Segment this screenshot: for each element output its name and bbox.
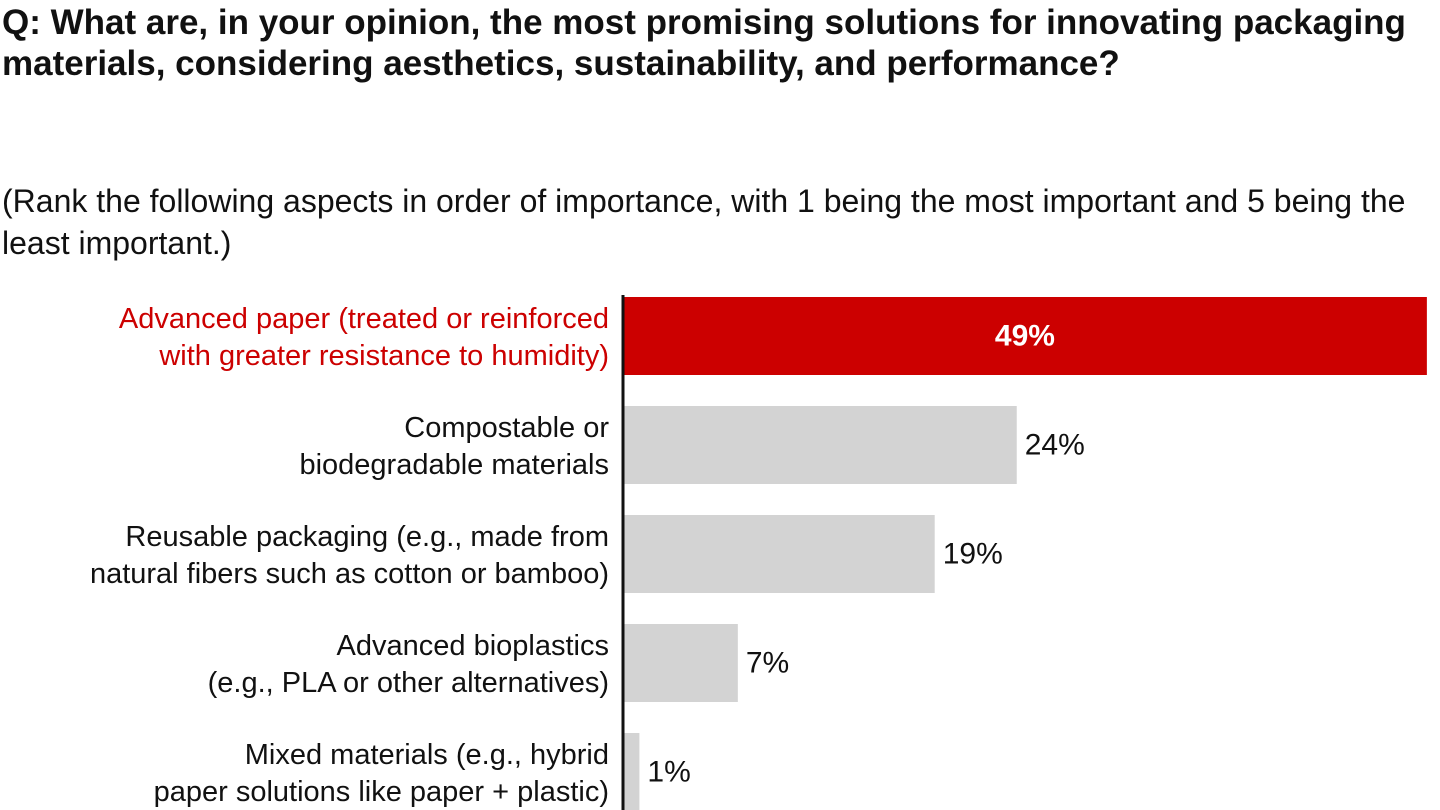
category-label-line: Reusable packaging (e.g., made from	[125, 521, 609, 553]
category-label-line: natural fibers such as cotton or bamboo)	[90, 558, 609, 590]
category-label-5: Mixed materials (e.g., hybrid paper solut…	[154, 739, 609, 808]
chart-title: Q: What are, in your opinion, the most p…	[2, 3, 1406, 83]
value-label-2: 24%	[1025, 429, 1085, 462]
bar-1	[623, 297, 1427, 375]
chart-subtitle: (Rank the following aspects in order of …	[2, 183, 1406, 261]
category-label-line: Mixed materials (e.g., hybrid	[245, 739, 609, 771]
category-label-1: Advanced paper (treated or reinforced wit…	[119, 303, 609, 372]
category-label-line: Advanced bioplastics	[337, 630, 609, 662]
value-label-4: 7%	[746, 647, 789, 680]
category-label-4: Advanced bioplastics (e.g., PLA or other …	[208, 630, 609, 699]
bar-5	[623, 733, 640, 810]
category-label-line: Advanced paper (treated or reinforced	[119, 303, 609, 335]
category-label-line: Compostable or	[404, 412, 609, 444]
value-label-1: 49%	[995, 320, 1055, 353]
value-label-5: 1%	[647, 756, 690, 789]
bar-3	[623, 515, 935, 593]
category-label-line: (e.g., PLA or other alternatives)	[208, 667, 609, 699]
bar-2	[623, 406, 1017, 484]
category-label-2: Compostable or biodegradable materials	[299, 412, 609, 481]
category-label-line: with greater resistance to humidity)	[158, 340, 609, 372]
category-label-line: paper solutions like paper + plastic)	[154, 776, 609, 808]
value-label-3: 19%	[943, 538, 1003, 571]
category-label-3: Reusable packaging (e.g., made from natur…	[90, 521, 609, 590]
bar-4	[623, 624, 738, 702]
category-label-line: biodegradable materials	[299, 449, 609, 481]
